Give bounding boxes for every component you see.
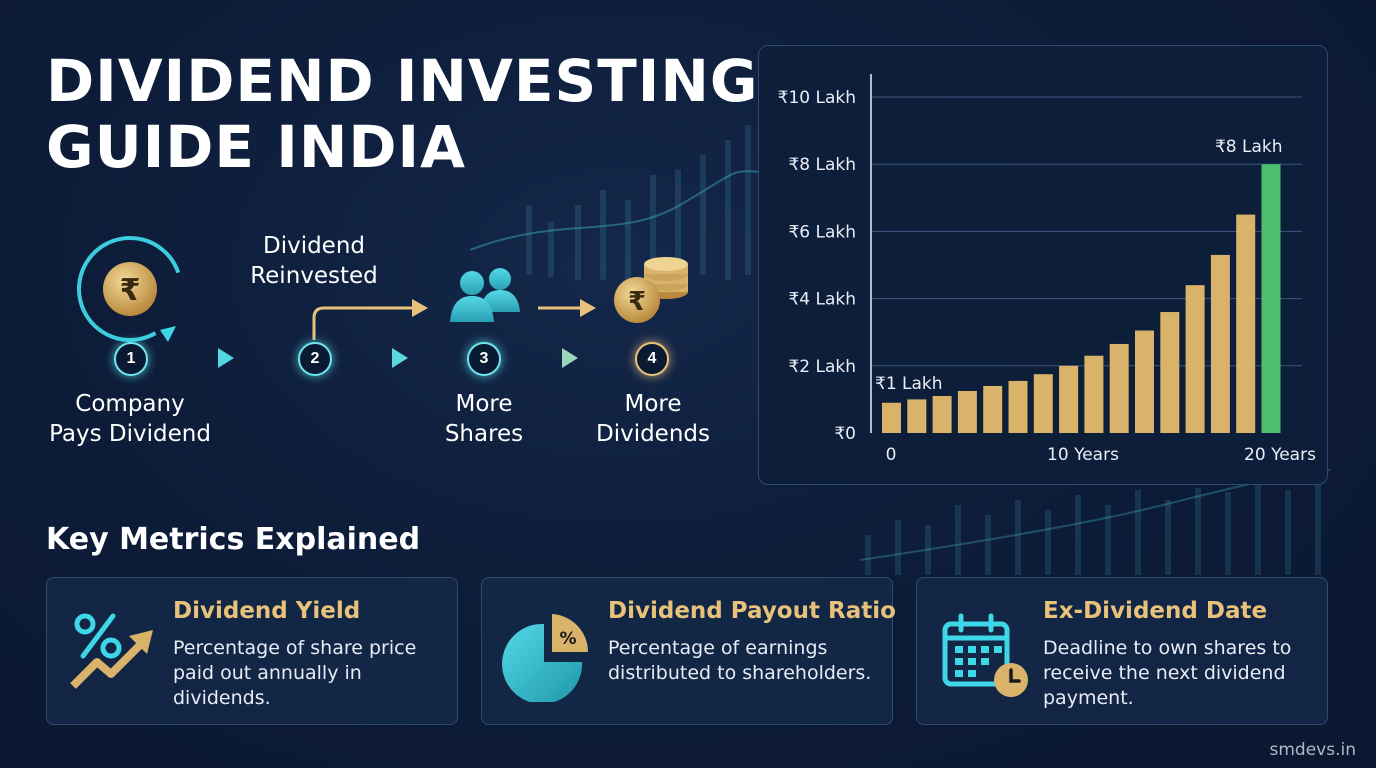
svg-text:₹: ₹	[628, 287, 646, 317]
shares-to-dividends-arrow	[538, 299, 596, 317]
step-label-1-line-1: Company	[75, 391, 185, 417]
percent-growth-icon	[70, 613, 153, 689]
flow-arrow-3	[562, 348, 578, 368]
reinvest-label-line-1: Dividend	[262, 233, 366, 259]
metrics-heading: Key Metrics Explained	[46, 522, 421, 557]
bar	[1033, 374, 1053, 433]
metric-card-dividend-yield: Dividend Yield Percentage of share price…	[46, 577, 458, 725]
growth-bar-chart: ₹0 ₹2 Lakh ₹4 Lakh ₹6 Lakh ₹8 Lakh ₹10 Lakh ₹…	[778, 74, 1316, 465]
bar	[1008, 380, 1028, 433]
y-tick-label: ₹10 Lakh	[778, 88, 856, 108]
svg-text:₹: ₹	[120, 273, 141, 308]
bar	[1109, 343, 1129, 433]
flow-arrow-1	[218, 348, 234, 368]
bar	[907, 399, 927, 433]
coins-stack-icon: ₹	[614, 257, 688, 323]
payout-ratio-title: Dividend Payout Ratio	[608, 598, 896, 624]
step-label-3-line-1: More	[455, 391, 513, 417]
payout-ratio-description: Percentage of earnings distributed to sh…	[608, 637, 872, 684]
svg-text:%: %	[559, 629, 576, 649]
x-tick-label-0: 0	[886, 445, 897, 465]
bar	[1210, 254, 1230, 433]
flow-graphics: ₹ ₹	[77, 236, 688, 368]
ex-dividend-date-title: Ex-Dividend Date	[1043, 598, 1268, 624]
dividend-yield-description: Percentage of share price paid out annua…	[173, 637, 417, 709]
bar	[1236, 214, 1256, 433]
step-number-4: 4	[635, 342, 669, 376]
bar	[882, 402, 901, 433]
watermark: smdevs.in	[1269, 740, 1357, 760]
bar	[957, 391, 977, 433]
pie-chart-icon: %	[502, 614, 589, 702]
calendar-clock-icon	[942, 613, 1028, 697]
step-label-3: More Shares	[414, 389, 554, 449]
step-label-3-line-2: Shares	[444, 421, 524, 447]
end-value-label: ₹8 Lakh	[1215, 137, 1283, 157]
page-title: DIVIDEND INVESTING GUIDE INDIA	[46, 48, 759, 180]
y-tick-label: ₹2 Lakh	[788, 357, 856, 377]
x-tick-label-1: 10 Years	[1047, 445, 1119, 465]
y-tick-label: ₹4 Lakh	[788, 290, 856, 310]
bar	[932, 396, 952, 433]
flow-arrow-2	[392, 348, 408, 368]
step-label-1: Company Pays Dividend	[30, 389, 230, 449]
reinvest-label: Dividend Reinvested	[230, 231, 398, 291]
chart-grid	[871, 96, 1302, 367]
bar	[1059, 365, 1079, 433]
step-label-4-line-2: Dividends	[595, 421, 710, 447]
chart-bars	[882, 164, 1281, 433]
y-axis-ticks: ₹0 ₹2 Lakh ₹4 Lakh ₹6 Lakh ₹8 Lakh ₹10 Lakh	[778, 88, 856, 444]
reinvest-arrow-icon	[312, 299, 428, 340]
reinvestment-flow-diagram: ₹ ₹ Divi	[0, 0, 760, 480]
step-label-4-line-1: More	[624, 391, 682, 417]
x-tick-label-2: 20 Years	[1244, 445, 1316, 465]
step-number-1: 1	[114, 342, 148, 376]
title-line-2: GUIDE INDIA	[46, 113, 466, 181]
metric-card-ex-dividend-date: Ex-Dividend Date Deadline to own shares …	[916, 577, 1328, 725]
y-tick-label: ₹0	[834, 424, 856, 444]
bar	[1160, 312, 1180, 433]
y-tick-label: ₹8 Lakh	[788, 155, 856, 175]
ex-dividend-date-description: Deadline to own shares to receive the ne…	[1043, 637, 1292, 709]
title-line-1: DIVIDEND INVESTING	[46, 47, 759, 115]
growth-chart-panel: ₹0 ₹2 Lakh ₹4 Lakh ₹6 Lakh ₹8 Lakh ₹10 Lakh ₹…	[758, 45, 1328, 485]
step-label-1-line-2: Pays Dividend	[49, 421, 211, 447]
step-number-3: 3	[467, 342, 501, 376]
bar	[1135, 330, 1154, 433]
start-value-label: ₹1 Lakh	[875, 374, 943, 394]
bar-final-year	[1261, 164, 1281, 433]
metric-card-payout-ratio: % Dividend Payout Ratio Percentage of ea…	[481, 577, 896, 725]
step-label-4: More Dividends	[578, 389, 728, 449]
reinvest-label-line-2: Reinvested	[250, 263, 378, 289]
dividend-yield-title: Dividend Yield	[173, 598, 361, 624]
rupee-coin-icon: ₹	[77, 236, 183, 342]
y-tick-label: ₹6 Lakh	[788, 222, 856, 242]
shareholders-icon	[450, 268, 520, 322]
bar	[983, 385, 1003, 433]
bar	[1084, 355, 1104, 433]
step-number-2: 2	[298, 342, 332, 376]
bar	[1185, 285, 1205, 433]
